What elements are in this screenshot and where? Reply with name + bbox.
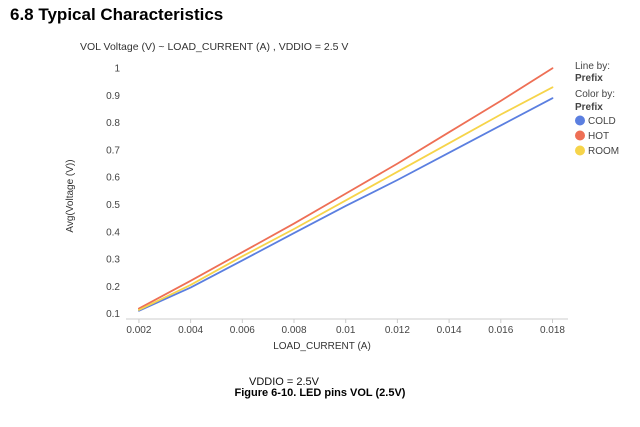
y-tick-label: 0.3	[106, 255, 120, 266]
y-tick-label: 0.1	[106, 309, 120, 320]
y-tick-label: 0.2	[106, 282, 120, 293]
x-axis-label: LOAD_CURRENT (A)	[273, 341, 371, 352]
y-tick-label: 1	[114, 64, 120, 75]
y-tick-label: 0.8	[106, 118, 120, 129]
y-tick-labels: 0.1 0.2 0.3 0.4 0.5 0.6 0.7 0.8 0.9 1	[106, 64, 120, 320]
legend-color-by-value: Prefix	[575, 102, 603, 113]
x-tick-label: 0.01	[336, 325, 356, 336]
x-tick-label: 0.012	[385, 325, 410, 336]
x-tick-label: 0.016	[488, 325, 513, 336]
legend-line-by-label: Line by:	[575, 61, 610, 72]
y-axis-label: Avg(Voltage (V))	[65, 159, 76, 232]
x-tick-label: 0.004	[178, 325, 203, 336]
x-tick-label: 0.018	[540, 325, 565, 336]
legend-items: COLD HOT ROOM	[575, 115, 619, 158]
legend-item-cold[interactable]: COLD	[575, 115, 616, 128]
legend-swatch	[575, 115, 585, 126]
x-tick-label: 0.014	[437, 325, 462, 336]
x-tick-labels: 0.002 0.004 0.006 0.008 0.01 0.012 0.014 0.016 0…	[126, 319, 565, 336]
y-tick-label: 0.4	[106, 227, 120, 238]
legend-item-hot[interactable]: HOT	[575, 130, 609, 143]
y-tick-label: 0.7	[106, 145, 120, 156]
chart-legend: Line by: Prefix Color by: Prefix COLD HOT…	[575, 61, 619, 157]
legend-swatch	[575, 145, 585, 156]
y-tick-label: 0.5	[106, 200, 120, 211]
series-lines	[137, 67, 554, 312]
series-line-room	[137, 86, 554, 311]
x-tick-label: 0.008	[281, 325, 306, 336]
legend-line-by-value: Prefix	[575, 73, 603, 84]
chart-title: VOL Voltage (V) ~ LOAD_CURRENT (A) , VDD…	[80, 41, 348, 53]
x-tick-label: 0.006	[230, 325, 255, 336]
y-tick-label: 0.9	[106, 91, 120, 102]
section-heading: 6.8 Typical Characteristics	[10, 5, 224, 24]
vddio-annotation: VDDIO = 2.5V	[249, 376, 320, 388]
legend-swatch	[575, 130, 585, 141]
legend-color-by-label: Color by:	[575, 89, 615, 100]
series-line-hot	[137, 67, 554, 310]
y-tick-label: 0.6	[106, 173, 120, 184]
legend-item-room[interactable]: ROOM	[575, 145, 619, 158]
legend-label: ROOM	[588, 146, 619, 157]
figure-caption: Figure 6-10. LED pins VOL (2.5V)	[234, 387, 406, 399]
x-tick-label: 0.002	[126, 325, 151, 336]
series-line-cold	[137, 97, 554, 312]
legend-label: HOT	[588, 131, 609, 142]
legend-label: COLD	[588, 116, 616, 127]
